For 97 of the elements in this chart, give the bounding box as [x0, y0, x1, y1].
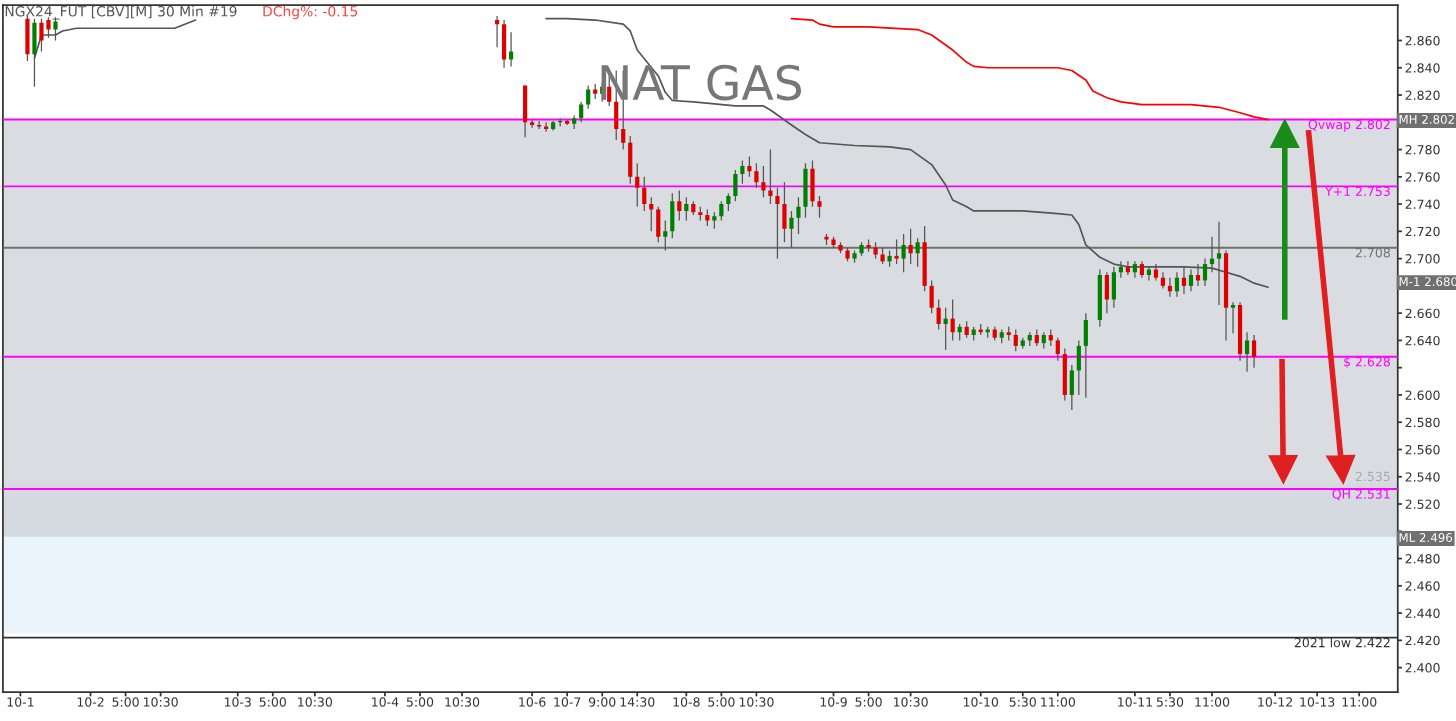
- ref-line-label: 2.708: [1355, 247, 1390, 258]
- y-tick-label: 2.640: [1405, 335, 1440, 346]
- chart-subtitle: NGX24_FUT [CBV][M] 30 Min #19: [5, 5, 237, 20]
- y-tick-label: 2.700: [1405, 254, 1440, 264]
- candlestick: [530, 118, 535, 129]
- x-tick-label: 10-2: [77, 697, 104, 707]
- candlestick: [915, 237, 920, 268]
- candlestick: [1230, 301, 1236, 335]
- candlestick: [1013, 328, 1018, 352]
- ref-line-label: 2021 low 2.422: [1294, 637, 1390, 648]
- candlestick: [1174, 271, 1180, 298]
- x-tick-label: 10-10: [963, 697, 999, 707]
- x-tick-label: 10:30: [445, 697, 480, 707]
- candlestick: [908, 228, 913, 265]
- x-tick-label: 10-12: [1258, 697, 1293, 707]
- candlestick: [635, 162, 640, 208]
- ref-line-label: $ 2.628: [1344, 356, 1390, 369]
- x-tick-label: 10-4: [372, 697, 399, 707]
- x-tick-label: 10:30: [143, 697, 178, 707]
- y-tick-label: 2.660: [1405, 308, 1440, 319]
- x-tick-label: 11:00: [1041, 697, 1075, 707]
- y-tick-label: 2.580: [1405, 417, 1440, 428]
- candlestick: [761, 165, 766, 198]
- candlestick: [1188, 268, 1194, 292]
- candlestick: [950, 298, 955, 342]
- y-tick-label: 2.820: [1405, 90, 1440, 100]
- x-tick-label: 11:00: [1195, 697, 1230, 707]
- candlestick: [768, 148, 773, 205]
- candlestick: [817, 195, 822, 219]
- text: MH 2.802: [1399, 114, 1454, 124]
- x-tick-label: 10-11: [1118, 697, 1152, 707]
- candlestick: [586, 84, 591, 110]
- x-tick-label: 14:30: [620, 697, 655, 707]
- x-tick-label: 5:00: [708, 697, 735, 707]
- candlestick: [508, 31, 514, 68]
- x-tick-label: 10-1: [7, 697, 34, 707]
- candlestick: [1160, 271, 1166, 290]
- x-tick-label: 9:00: [588, 697, 616, 707]
- x-tick-label: 5:30: [1156, 697, 1184, 707]
- candlestick: [663, 219, 668, 252]
- candlestick: [649, 196, 654, 232]
- y-tick-label: 2.780: [1405, 145, 1440, 155]
- candlestick: [494, 15, 500, 48]
- candlestick: [1132, 260, 1138, 279]
- x-tick-label: 10-8: [673, 697, 700, 707]
- y-tick-label: 2.420: [1405, 635, 1440, 646]
- candlestick: [796, 196, 801, 235]
- x-tick-label: 10-6: [519, 697, 546, 707]
- x-tick-label: 10:30: [893, 697, 928, 707]
- candlestick: [642, 176, 647, 212]
- x-tick-label: 5:30: [1009, 697, 1036, 707]
- y-tick-label: 2.860: [1405, 35, 1440, 46]
- y-tick-label: 2.600: [1405, 390, 1440, 400]
- y-tick-label: 2.440: [1405, 608, 1440, 619]
- x-tick-label: 5:00: [112, 697, 139, 707]
- y-tick-label: 2.540: [1405, 472, 1440, 482]
- candlestick: [1251, 334, 1257, 369]
- ref-line-label: Qvwap 2.802: [1308, 119, 1390, 132]
- x-tick-label: 5:00: [855, 697, 882, 707]
- x-tick-label: 11:00: [1342, 697, 1377, 707]
- candlestick: [733, 169, 738, 202]
- y-tick-label: 2.560: [1405, 444, 1440, 455]
- candlestick: [1244, 331, 1250, 373]
- y-tick-label: 2.520: [1405, 499, 1440, 509]
- candlestick: [684, 196, 689, 222]
- y-tick-label: 2.480: [1405, 554, 1440, 564]
- candlestick: [894, 238, 899, 265]
- candlestick: [1055, 337, 1060, 362]
- candlestick: [747, 155, 752, 178]
- x-tick-label: 10:30: [298, 697, 333, 707]
- candlestick: [740, 159, 745, 185]
- candlestick: [901, 233, 906, 273]
- candlestick: [719, 200, 724, 222]
- y-tick-label: 2.460: [1405, 581, 1440, 591]
- candlestick: [677, 189, 682, 222]
- text: ML 2.496: [1399, 533, 1453, 543]
- x-tick-label: 10:30: [739, 697, 774, 707]
- x-tick-label: 10-3: [224, 697, 251, 707]
- candlestick: [544, 121, 549, 133]
- x-tick-label: 10-7: [554, 697, 581, 707]
- candlestick: [789, 210, 794, 249]
- x-tick-label: 10-9: [820, 697, 847, 707]
- candlestick: [936, 298, 941, 331]
- y-tick-label: 2.400: [1405, 663, 1440, 673]
- y-tick-label: 2.760: [1405, 172, 1440, 182]
- ref-line-label: Y+1 2.753: [1324, 186, 1390, 197]
- x-tick-label: 10-13: [1300, 697, 1335, 707]
- candlestick: [754, 162, 759, 189]
- annotation: DChg%: -0.15: [263, 5, 358, 20]
- y-tick-label: 2.840: [1405, 63, 1440, 73]
- y-tick-label: 2.740: [1405, 199, 1440, 210]
- candlestick: [775, 187, 780, 260]
- y-tick-label: 2.720: [1405, 226, 1440, 237]
- candlestick: [929, 279, 934, 314]
- candlestick: [579, 101, 584, 123]
- x-tick-label: 5:00: [406, 697, 434, 707]
- x-tick-label: 5:00: [259, 697, 286, 707]
